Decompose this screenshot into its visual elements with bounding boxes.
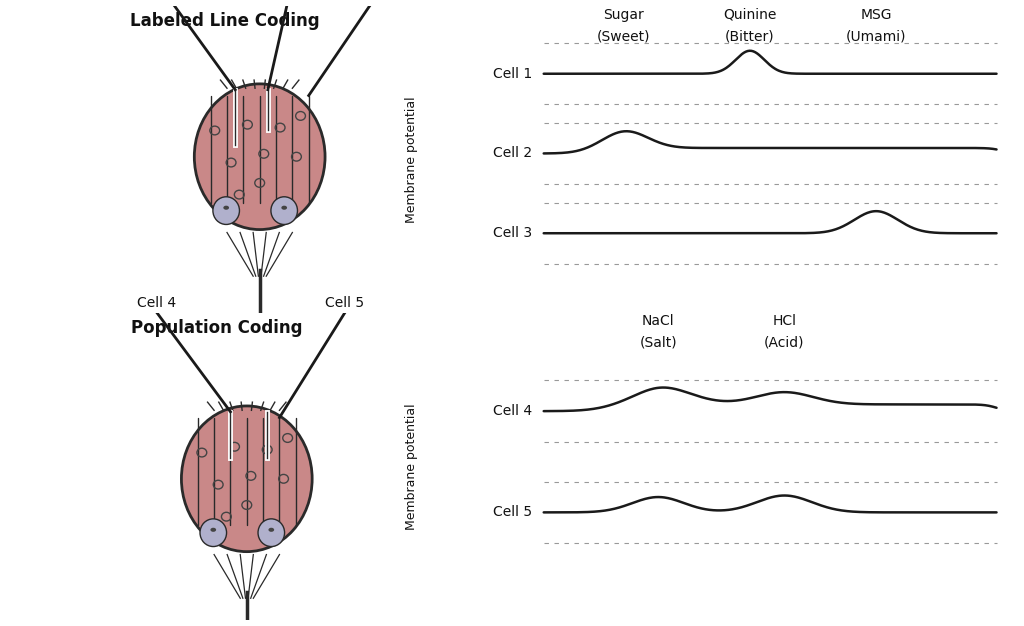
Text: (Acid): (Acid) [764,336,805,350]
Text: (Sweet): (Sweet) [597,29,650,43]
Text: NaCl: NaCl [642,314,675,328]
Ellipse shape [210,528,216,532]
Text: Cell 5: Cell 5 [493,505,532,520]
Text: Membrane potential: Membrane potential [406,403,418,530]
Ellipse shape [282,206,287,210]
Text: Labeled Line Coding: Labeled Line Coding [130,13,321,31]
Ellipse shape [195,84,325,230]
Text: Membrane potential: Membrane potential [406,96,418,223]
Text: Cell 5: Cell 5 [326,295,365,310]
Text: Population Coding: Population Coding [131,319,302,337]
Text: (Salt): (Salt) [639,336,677,350]
Ellipse shape [258,519,285,546]
Text: Cell 3: Cell 3 [493,226,532,240]
Ellipse shape [271,197,298,225]
Ellipse shape [213,197,240,225]
Text: Cell 4: Cell 4 [493,404,532,418]
Text: MSG: MSG [860,8,892,21]
Text: Cell 1: Cell 1 [493,67,532,81]
Ellipse shape [223,206,229,210]
Text: Cell 2: Cell 2 [493,146,532,160]
Text: (Umami): (Umami) [846,29,906,43]
Text: HCl: HCl [772,314,797,328]
Ellipse shape [200,519,226,546]
Text: Cell 4: Cell 4 [137,295,176,310]
Text: (Bitter): (Bitter) [725,29,775,43]
Ellipse shape [181,406,312,552]
Ellipse shape [268,528,274,532]
Text: Sugar: Sugar [603,8,644,21]
Text: Quinine: Quinine [723,8,776,21]
